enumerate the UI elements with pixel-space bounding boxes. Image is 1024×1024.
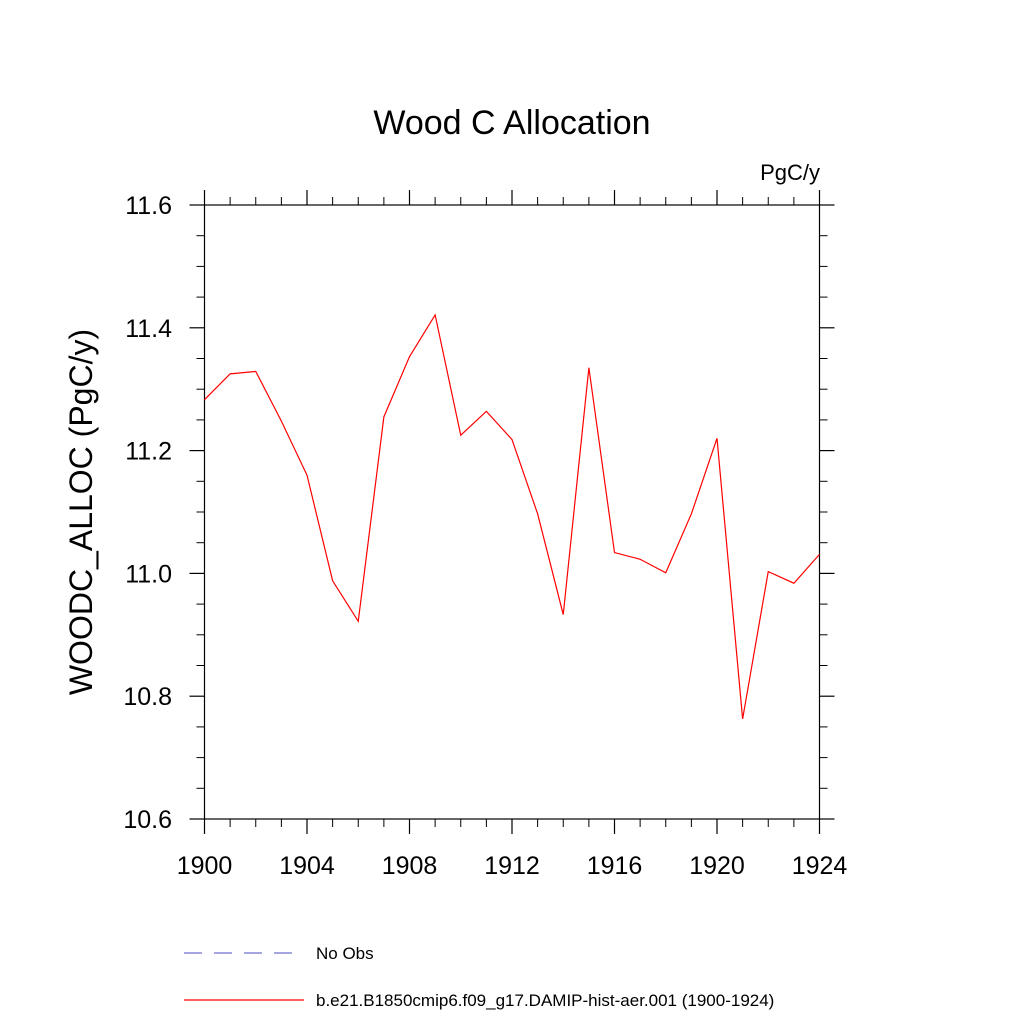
axis-tick-labels: 1900 1904 1908 1912 1916 1920 1924 10.6 10.8 11.0… [123, 192, 847, 880]
legend: No Obs b.e21.B1850cmip6.f09_g17.DAMIP-hi… [184, 944, 774, 1010]
legend-label-no-obs: No Obs [316, 944, 374, 963]
x-tick-label: 1916 [587, 852, 643, 880]
x-tick-label: 1900 [177, 852, 233, 880]
y-tick-label: 10.6 [123, 806, 172, 834]
y-tick-label: 11.4 [125, 315, 172, 343]
x-tick-label: 1912 [484, 852, 540, 880]
series-line-1 [204, 313, 820, 720]
x-tick-label: 1908 [382, 852, 438, 880]
y-axis-label: WOODC_ALLOC (PgC/y) [63, 329, 99, 695]
x-tick-label: 1924 [792, 852, 848, 880]
units-label: PgC/y [760, 160, 820, 185]
y-tick-label: 11.6 [125, 192, 172, 220]
axis-ticks [189, 190, 835, 834]
y-tick-label: 11.2 [125, 438, 172, 466]
series-lines [204, 313, 820, 720]
chart-title: Wood C Allocation [373, 104, 650, 142]
x-tick-label: 1920 [689, 852, 745, 880]
x-tick-label: 1904 [279, 852, 335, 880]
legend-label-model-run: b.e21.B1850cmip6.f09_g17.DAMIP-hist-aer.… [316, 991, 774, 1010]
plot-frame [203, 204, 821, 820]
y-tick-label: 10.8 [123, 683, 172, 711]
y-tick-label: 11.0 [125, 560, 172, 588]
plot-area: 1900 1904 1908 1912 1916 1920 1924 10.6 10.8 11.0… [123, 190, 847, 880]
